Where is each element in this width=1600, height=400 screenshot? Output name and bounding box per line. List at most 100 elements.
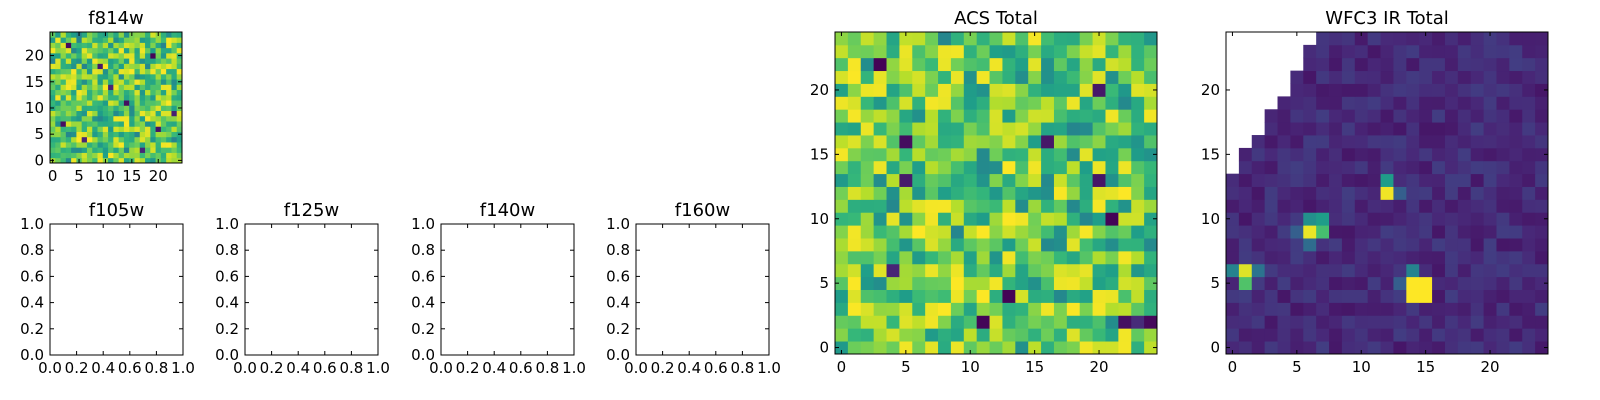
heatmap-cell [938,173,952,187]
heatmap-cell [1226,328,1240,342]
heatmap-cell [1354,212,1369,226]
heatmap-cell [1444,186,1459,200]
heatmap-cell [1367,199,1381,213]
heatmap-cell [160,32,167,38]
heatmap-cell [155,100,162,106]
heatmap-cell [1341,250,1356,265]
heatmap-cell [1367,173,1381,187]
heatmap-cell [1079,160,1093,175]
heatmap-cell [166,157,172,164]
heatmap-cell [92,131,98,138]
heatmap-cell [1380,289,1394,303]
heatmap-cell [102,100,109,106]
heatmap-cell [123,58,130,64]
heatmap-cell [912,83,926,97]
heatmap-cell [886,289,900,303]
heatmap-cell [1066,225,1081,239]
heatmap-cell [1226,225,1240,239]
heatmap-cell [1444,263,1459,278]
heatmap-cell [835,83,849,97]
x-tick-label: 0 [837,358,847,376]
heatmap-cell [134,84,141,91]
heatmap-cell [1535,263,1549,278]
heatmap-cell [118,47,125,54]
heatmap-cell [1393,263,1407,278]
heatmap-cell [835,109,849,123]
heatmap-cell [55,94,61,101]
heatmap-cell [118,121,125,127]
heatmap-cell [1079,173,1093,187]
heatmap-cell [155,115,162,122]
heatmap-cell [1079,250,1093,265]
heatmap-cell [71,131,77,138]
heatmap-cell [108,79,114,85]
heatmap-cell [113,110,120,117]
heatmap-cell [860,70,875,84]
heatmap-cell [55,42,61,49]
heatmap-cell [1226,238,1240,252]
heatmap-cell [860,238,875,252]
y-tick-label: 15 [810,145,829,163]
heatmap-cell [1118,250,1132,265]
heatmap-cell [97,152,104,159]
y-tick-label: 0.8 [20,241,44,259]
heatmap-cell [86,131,93,138]
heatmap-cell [123,73,130,80]
heatmap-cell [1522,173,1536,187]
heatmap-cell [963,250,978,265]
heatmap-cell [1393,44,1407,59]
heatmap-cell [1341,70,1356,84]
heatmap-cell [873,315,887,329]
heatmap-cell [150,105,156,111]
heatmap-cell [912,173,926,187]
heatmap-cell [145,126,151,132]
heatmap-cell [176,37,183,43]
x-tick-label: 0.4 [91,359,115,377]
heatmap-cell [938,302,952,316]
heatmap-cell [1105,83,1119,97]
heatmap-cell [134,52,141,59]
heatmap-cell [835,96,849,110]
heatmap-cell [1470,341,1484,355]
heatmap-cell [1092,341,1106,355]
heatmap-cell [860,328,875,342]
heatmap-cell [1028,147,1042,162]
heatmap-cell [1002,212,1016,226]
heatmap-cell [1226,212,1240,226]
x-tick-label: 0.8 [339,359,363,377]
heatmap-cell [60,42,67,49]
heatmap-cell [86,32,93,38]
heatmap-cell [976,341,990,355]
heatmap-cell [1419,135,1433,149]
heatmap-cell [1496,315,1510,329]
heatmap-cell [50,89,56,96]
y-tick-label: 0.6 [606,267,630,285]
heatmap-cell [118,89,125,96]
heatmap-cell [129,105,135,111]
heatmap-cell [1066,147,1081,162]
heatmap-cell [176,110,183,117]
heatmap-cell [1251,238,1266,252]
heatmap-cell [1028,328,1042,342]
y-tick-label: 5 [34,125,44,143]
heatmap-cell [71,105,77,111]
heatmap-cell [50,63,56,70]
heatmap-cell [1264,135,1278,149]
heatmap-cell [60,32,67,38]
heatmap-cell [1457,32,1472,46]
heatmap-cell [989,315,1003,329]
heatmap-cell [1264,160,1278,175]
heatmap-cell [1457,263,1472,278]
heatmap-cell [1277,341,1291,355]
heatmap-cell [835,328,849,342]
heatmap-cell [950,225,965,239]
y-tick-label: 0 [34,151,44,169]
heatmap-cell [1522,122,1536,136]
heatmap-cell [989,44,1003,59]
heatmap-cell [1002,250,1016,265]
heatmap-cell [963,186,978,200]
heatmap-cell [1303,199,1317,213]
heatmap-cell [1303,328,1317,342]
heatmap-cell [1444,96,1459,110]
